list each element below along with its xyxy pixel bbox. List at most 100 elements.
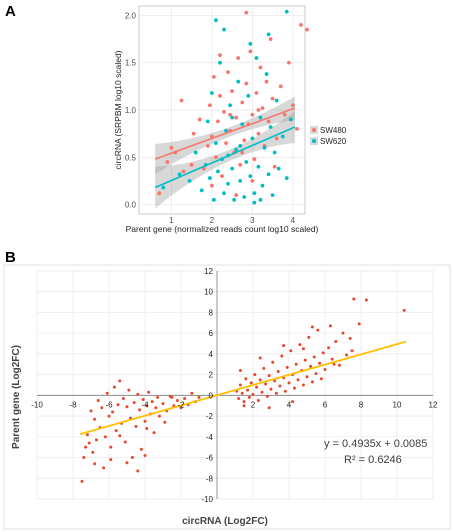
- x-tick-label: 4: [291, 216, 296, 225]
- data-point: [111, 410, 115, 414]
- data-point: [161, 185, 166, 190]
- fit-line: [154, 126, 296, 189]
- data-point: [181, 169, 186, 174]
- data-point: [323, 367, 327, 371]
- legend-item-sw620: SW620: [310, 137, 347, 146]
- data-point: [327, 346, 331, 350]
- data-point: [240, 100, 245, 105]
- panel-a-label: A: [5, 3, 16, 20]
- data-point: [163, 420, 167, 424]
- panel-b-points: [80, 297, 406, 483]
- data-point: [288, 117, 293, 122]
- data-point: [330, 357, 334, 361]
- data-point: [248, 174, 253, 179]
- data-point: [298, 343, 302, 347]
- data-point: [301, 347, 305, 351]
- data-point: [258, 378, 262, 382]
- y-tick-label: 2: [209, 371, 214, 380]
- data-point: [234, 193, 239, 197]
- data-point: [253, 373, 257, 377]
- data-point: [242, 138, 247, 143]
- data-point: [316, 328, 320, 332]
- data-point: [103, 435, 107, 439]
- data-point: [242, 400, 246, 404]
- data-point: [268, 37, 273, 41]
- x-tick-label: -10: [31, 400, 43, 409]
- data-point: [250, 179, 255, 183]
- data-point: [236, 79, 241, 84]
- data-point: [183, 396, 187, 400]
- data-point: [87, 441, 91, 445]
- data-point: [82, 456, 86, 460]
- data-point: [218, 93, 222, 98]
- trendline: [79, 340, 407, 436]
- data-point: [207, 103, 212, 108]
- data-point: [125, 461, 129, 465]
- data-point: [248, 41, 253, 46]
- data-point: [207, 176, 212, 180]
- data-point: [252, 191, 257, 196]
- data-point: [118, 379, 122, 383]
- data-point: [107, 414, 111, 418]
- data-point: [249, 381, 253, 385]
- data-point: [262, 145, 267, 150]
- data-point: [318, 361, 322, 365]
- data-point: [189, 162, 194, 167]
- data-point: [274, 136, 279, 141]
- data-point: [283, 389, 287, 393]
- data-point: [234, 147, 239, 152]
- data-point: [290, 103, 295, 108]
- data-point: [310, 380, 314, 384]
- data-point: [332, 362, 336, 366]
- data-point: [244, 10, 249, 15]
- legend-swatch-sw620: [312, 139, 316, 143]
- data-point: [224, 141, 228, 145]
- data-point: [218, 53, 222, 58]
- data-point: [264, 72, 269, 76]
- data-point: [216, 169, 220, 174]
- panel-b-axes: [37, 271, 433, 499]
- data-point: [91, 450, 95, 454]
- data-point: [260, 106, 265, 111]
- data-point: [190, 391, 194, 395]
- panel-a-y-axis-title: circRNA (SRPBM log10 scaled): [113, 50, 123, 169]
- data-point: [270, 193, 275, 197]
- data-point: [143, 453, 147, 457]
- y-tick-label: 12: [204, 267, 213, 276]
- y-tick-label: 1.5: [125, 59, 137, 68]
- data-point: [154, 406, 158, 410]
- data-point: [264, 79, 269, 84]
- panel-b-x-axis-title: circRNA (Log2FC): [182, 516, 268, 527]
- data-point: [348, 336, 352, 340]
- data-point: [123, 440, 127, 444]
- data-point: [214, 141, 218, 145]
- data-point: [252, 157, 257, 162]
- data-point: [136, 392, 140, 396]
- panel-b-y-axis-title: Parent gene (Log2FC): [11, 345, 22, 449]
- data-point: [310, 325, 314, 329]
- data-point: [161, 402, 165, 406]
- data-point: [96, 399, 100, 403]
- data-point: [216, 119, 220, 124]
- data-point: [266, 32, 271, 37]
- data-point: [187, 179, 192, 183]
- legend-swatch-sw480: [312, 128, 316, 132]
- x-tick-label: 10: [393, 400, 402, 409]
- data-point: [280, 354, 284, 358]
- x-tick-label: 2: [210, 216, 215, 225]
- data-point: [271, 360, 275, 364]
- data-point: [246, 93, 251, 98]
- data-point: [177, 172, 182, 177]
- data-point: [114, 429, 118, 433]
- legend-item-sw480: SW480: [310, 126, 347, 135]
- data-point: [303, 358, 307, 362]
- data-point: [334, 339, 338, 343]
- data-point: [286, 60, 291, 65]
- data-point: [157, 191, 162, 196]
- data-point: [205, 119, 210, 124]
- data-point: [272, 150, 277, 155]
- data-point: [230, 115, 235, 120]
- data-point: [254, 56, 259, 60]
- data-point: [341, 331, 345, 335]
- data-point: [240, 391, 244, 395]
